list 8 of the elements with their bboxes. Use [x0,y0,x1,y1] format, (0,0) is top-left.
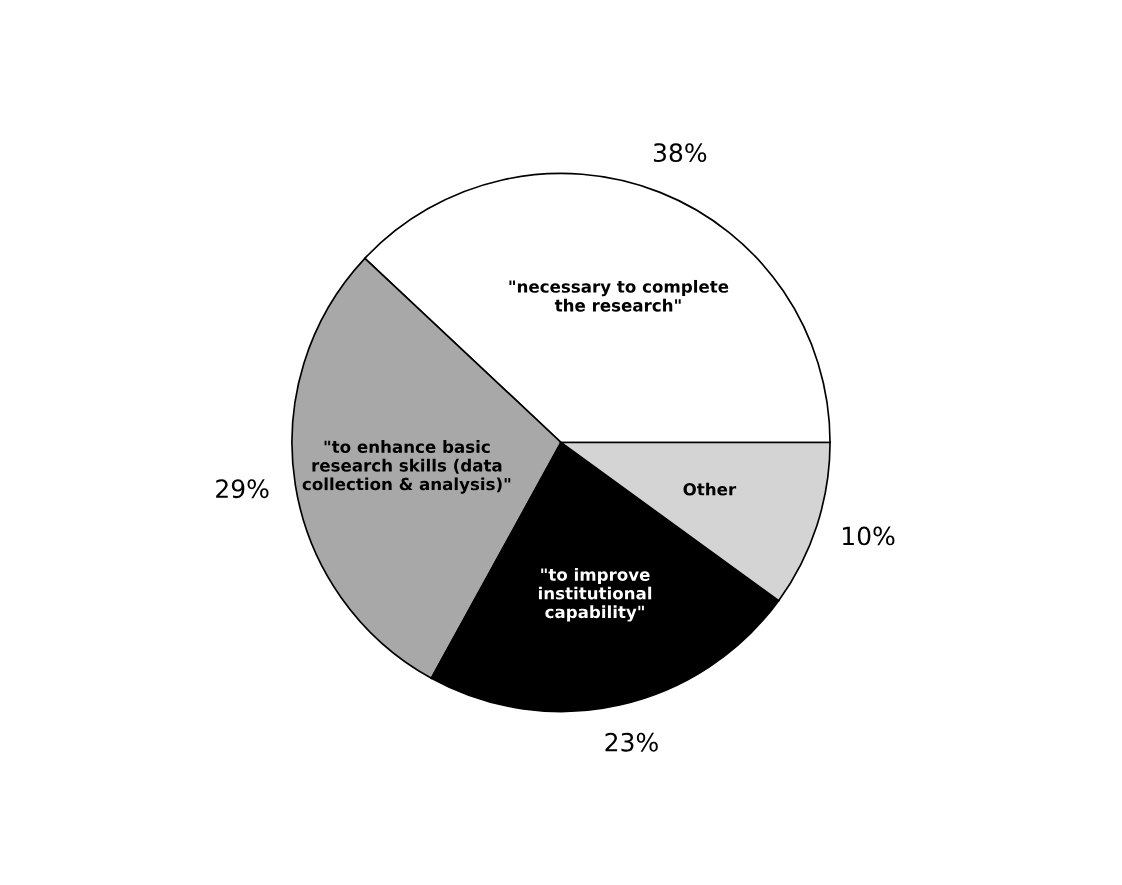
slice-label: Other [683,482,737,496]
slice-label: "necessary to complete the research" [509,279,729,312]
slice-label: "to enhance basic research skills (data collection & analysis)" [302,440,511,494]
data-label: 29% [216,479,269,499]
data-label: 38% [653,143,707,163]
slice-label: "to improve institutional capability" [538,567,652,622]
data-label: 10% [843,526,895,546]
data-label: 23% [605,732,658,752]
